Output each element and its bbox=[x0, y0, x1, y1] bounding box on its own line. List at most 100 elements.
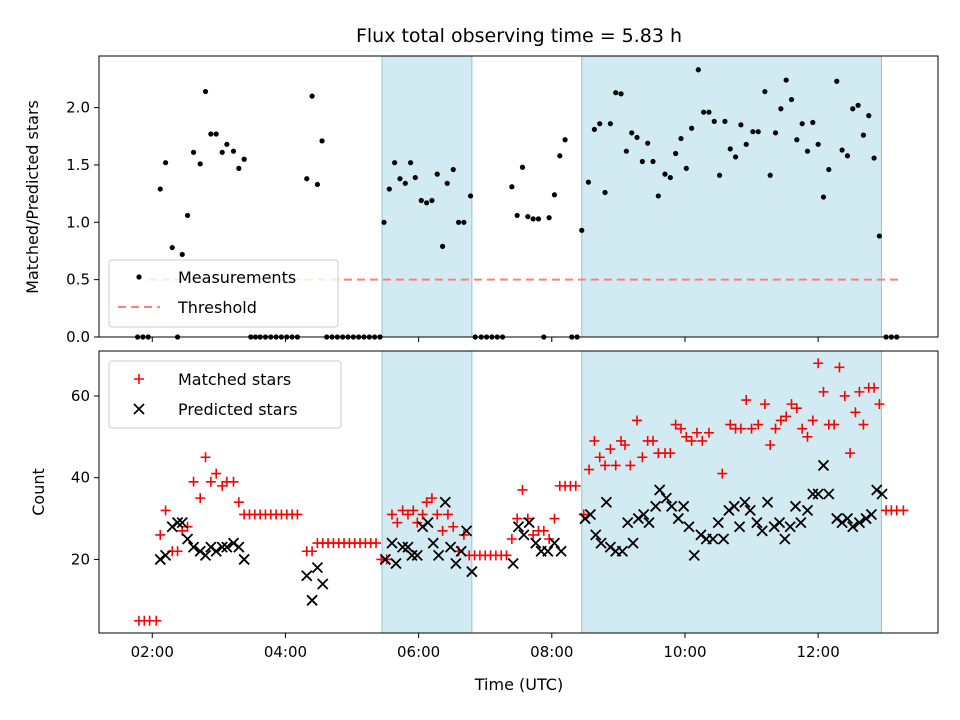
bottom-x-ticks: 02:00 04:00 06:00 08:00 10:00 12:00 bbox=[131, 633, 840, 661]
predicted-star-point bbox=[542, 545, 554, 557]
measurement-point bbox=[179, 251, 185, 258]
matched-star-point bbox=[834, 362, 845, 373]
predicted-star-point bbox=[386, 537, 398, 549]
measurement-point bbox=[662, 171, 668, 177]
matched-star-point bbox=[600, 460, 611, 471]
matched-star-point bbox=[670, 419, 681, 430]
observing-span bbox=[381, 55, 473, 338]
matched-star-point bbox=[898, 505, 909, 516]
predicted-star-point bbox=[422, 517, 434, 529]
matched-star-point bbox=[818, 386, 829, 397]
matched-star-point bbox=[402, 509, 413, 520]
matched-star-point bbox=[839, 390, 850, 401]
x-tick-label: 02:00 bbox=[131, 643, 174, 661]
measurement-point bbox=[202, 88, 209, 95]
matched-star-point bbox=[703, 427, 714, 438]
measurement-point bbox=[799, 121, 805, 127]
predicted-star-point bbox=[876, 488, 888, 500]
predicted-star-point bbox=[847, 521, 859, 533]
top-y-tick-label: 2.0 bbox=[66, 99, 90, 117]
matched-star-point bbox=[717, 468, 728, 479]
matched-star-point bbox=[675, 423, 686, 434]
x-tick-label: 12:00 bbox=[797, 643, 840, 661]
measurement-point bbox=[722, 118, 728, 124]
matched-star-point bbox=[392, 517, 403, 528]
measurement-point bbox=[230, 148, 237, 154]
measurement-point bbox=[424, 200, 430, 206]
measurement-point bbox=[461, 219, 467, 225]
measurement-point bbox=[184, 212, 191, 219]
measurement-point bbox=[673, 150, 679, 157]
measurement-point bbox=[767, 172, 773, 178]
predicted-star-point bbox=[853, 517, 866, 529]
measurement-point bbox=[530, 216, 536, 222]
top-legend-box bbox=[108, 259, 339, 328]
top-y-tick-label: 0.0 bbox=[66, 328, 90, 346]
measurement-point bbox=[213, 131, 219, 137]
predicted-star-point bbox=[512, 521, 525, 533]
matched-star-point bbox=[195, 493, 206, 504]
predicted-star-point bbox=[707, 533, 719, 545]
top-observing-spans bbox=[381, 55, 882, 338]
measurement-point bbox=[639, 158, 645, 165]
predicted-star-point bbox=[306, 594, 318, 606]
predicted-star-point bbox=[507, 557, 519, 570]
top-y-tick-label: 1.5 bbox=[66, 156, 90, 174]
measurement-point bbox=[855, 102, 861, 108]
matched-star-point bbox=[570, 480, 581, 491]
predicted-star-point bbox=[460, 525, 473, 537]
matched-star-point bbox=[442, 509, 453, 520]
predicted-star-point bbox=[728, 500, 740, 512]
measurement-point bbox=[514, 212, 520, 219]
measurement-point bbox=[412, 174, 418, 181]
matched-star-point bbox=[686, 435, 697, 446]
predicted-star-point bbox=[643, 517, 655, 529]
measurement-point bbox=[650, 158, 656, 165]
predicted-star-point bbox=[678, 500, 690, 512]
predicted-star-point bbox=[301, 570, 313, 582]
measurement-point bbox=[381, 219, 387, 225]
matched-star-point bbox=[589, 435, 600, 446]
predicted-star-point bbox=[402, 541, 414, 553]
chart-title: Flux total observing time = 5.83 h bbox=[356, 25, 682, 47]
predicted-star-point bbox=[812, 488, 824, 500]
measurement-point bbox=[408, 160, 414, 166]
predicted-star-point bbox=[784, 521, 796, 533]
matched-star-point bbox=[632, 415, 643, 426]
measurement-point bbox=[219, 149, 225, 155]
measurement-point bbox=[695, 67, 701, 73]
bottom-y-tick-label: 40 bbox=[71, 469, 90, 487]
top-x-ticks bbox=[151, 337, 819, 342]
matched-star-point bbox=[874, 399, 885, 410]
measurement-point bbox=[667, 174, 673, 181]
predicted-star-point bbox=[187, 541, 200, 553]
measurement-point bbox=[169, 244, 175, 251]
measurement-point bbox=[860, 132, 867, 138]
predicted-star-point bbox=[841, 512, 854, 525]
measurement-point bbox=[314, 181, 321, 188]
measurement-point bbox=[778, 106, 784, 112]
measurement-point bbox=[839, 147, 845, 153]
measurement-point bbox=[386, 186, 392, 192]
matched-star-point bbox=[850, 407, 861, 418]
matched-star-point bbox=[292, 509, 303, 520]
predicted-star-point bbox=[432, 549, 445, 561]
measurement-point bbox=[732, 154, 739, 160]
matched-star-point bbox=[381, 554, 392, 565]
predicted-stars-points bbox=[154, 459, 888, 606]
matched-star-point bbox=[437, 525, 448, 536]
measurement-point bbox=[208, 131, 214, 137]
measurement-point bbox=[701, 109, 707, 115]
predicted-star-point bbox=[683, 521, 695, 533]
predicted-star-point bbox=[672, 512, 684, 525]
matched-stars-points bbox=[133, 358, 909, 626]
measurement-point bbox=[562, 137, 568, 143]
measurement-point bbox=[755, 129, 761, 135]
measurement-point bbox=[810, 119, 816, 126]
legend-measurements-label: Measurements bbox=[178, 268, 296, 287]
measurement-point bbox=[783, 77, 789, 83]
predicted-star-point bbox=[238, 553, 250, 566]
measurement-point bbox=[418, 197, 424, 204]
measurement-point bbox=[455, 219, 462, 225]
